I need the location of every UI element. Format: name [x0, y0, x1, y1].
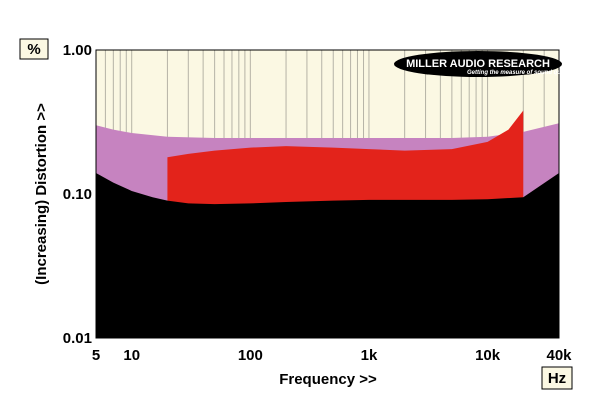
- x-unit-box: Hz: [541, 366, 573, 390]
- y-unit-frame: [19, 38, 49, 60]
- x-axis-label: Frequency >>: [279, 371, 377, 388]
- x-tick-label: 40k: [546, 347, 572, 364]
- x-unit-label: Hz: [548, 370, 566, 387]
- y-axis-label: (Increasing) Distortion >>: [33, 103, 50, 285]
- brand-logo-badge: [394, 51, 562, 77]
- x-tick-label: 5: [92, 347, 100, 364]
- y-tick-label: 1.00: [63, 42, 92, 59]
- x-tick-label: 1k: [361, 347, 378, 364]
- x-axis-ticks: 5 10 100 1k 10k 40k: [92, 347, 572, 364]
- plot-area: [95, 49, 560, 339]
- series-group: [96, 110, 559, 339]
- brand-logo: MILLER AUDIO RESEARCH Getting the measur…: [394, 51, 574, 77]
- series-area-3: [96, 172, 559, 338]
- y-unit-box: %: [19, 38, 49, 60]
- x-unit-frame: [541, 366, 573, 390]
- y-tick-label: 0.10: [63, 186, 92, 203]
- brand-tagline: Getting the measure of sound quality: [467, 70, 574, 76]
- y-tick-label: 0.01: [63, 330, 92, 347]
- y-axis-ticks: 1.00 0.10 0.01: [63, 42, 92, 347]
- x-tick-label: 10: [123, 347, 140, 364]
- y-unit-label: %: [27, 41, 40, 58]
- x-tick-label: 100: [238, 347, 263, 364]
- plot-frame: [95, 49, 560, 339]
- x-tick-label: 10k: [475, 347, 501, 364]
- brand-name: MILLER AUDIO RESEARCH: [406, 58, 550, 70]
